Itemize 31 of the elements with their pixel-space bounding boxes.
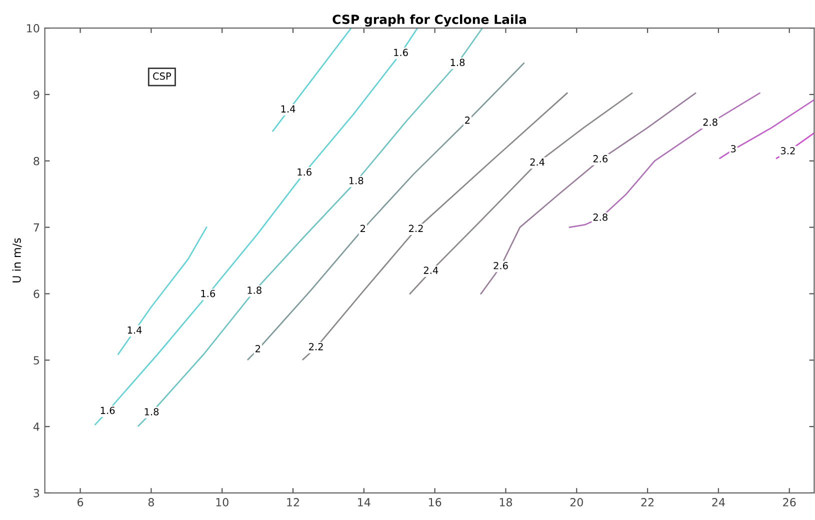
- y-tick-label: 3: [34, 488, 40, 498]
- y-tick-label: 7: [34, 223, 40, 232]
- x-tick-label: 20: [570, 498, 583, 506]
- x-tick-label: 22: [641, 498, 654, 506]
- y-tick-label: 4: [33, 422, 40, 431]
- y-tick-label: 6: [34, 290, 40, 298]
- x-tick-label: 14: [358, 498, 370, 506]
- annotation: 1.4: [128, 326, 142, 334]
- y-tick-label: 8: [34, 156, 40, 166]
- annotation: CSP: [153, 72, 172, 80]
- annotation: 2: [360, 224, 365, 232]
- x-tick-label: 26: [783, 498, 796, 506]
- x-tick-label: 24: [712, 498, 725, 506]
- line-series: [568, 92, 760, 228]
- annotation: 2: [465, 116, 470, 124]
- x-tick-label: 16: [428, 498, 442, 506]
- line-series: [480, 92, 696, 294]
- chart-title: CSP graph for Cyclone Laila: [332, 14, 526, 27]
- x-tick-label: 18: [500, 498, 512, 506]
- x-tick-label: 10: [216, 498, 228, 506]
- y-tick-label: 9: [34, 90, 40, 99]
- annotation: 1.4: [281, 105, 296, 112]
- y-tick-label: 10: [27, 24, 40, 32]
- y-axis-title: U in m/s: [12, 238, 22, 282]
- x-tick-label: 6: [78, 498, 84, 506]
- annotation: 2: [256, 344, 260, 352]
- y-tick-label: 5: [34, 356, 39, 365]
- line-series: [719, 99, 814, 159]
- line-series: [409, 92, 633, 294]
- x-tick-label: 8: [148, 498, 154, 506]
- x-tick-label: 12: [287, 498, 299, 506]
